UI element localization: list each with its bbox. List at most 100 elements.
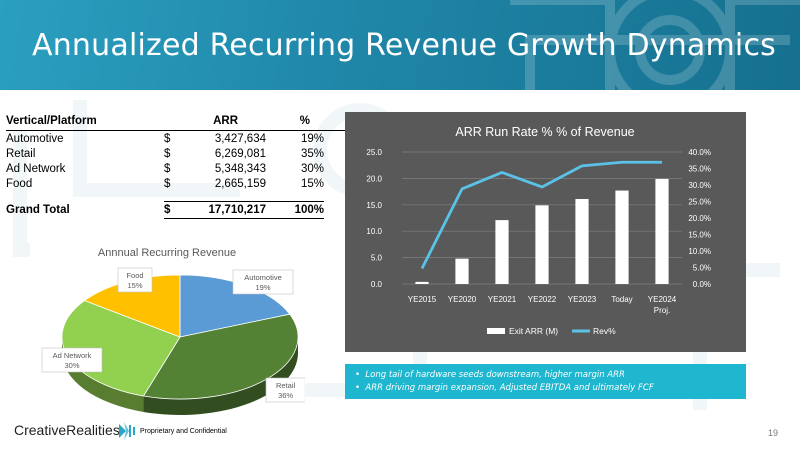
bullet-text: ARR driving margin expansion, Adjusted E… — [365, 383, 654, 393]
x-tick-label: Today — [611, 295, 632, 304]
pie-label-box — [265, 377, 306, 403]
y2-tick-label: 15.0% — [688, 231, 711, 240]
legend-swatch-bar — [487, 328, 505, 334]
row-currency: $ — [164, 133, 171, 145]
table-header-row: Vertical/Platform ARR % — [6, 115, 346, 129]
company-logo-icon — [119, 422, 135, 440]
title-banner: Annualized Recurring Revenue Growth Dyna… — [0, 0, 800, 90]
table-row: Ad Network $ 5,348,343 30% — [6, 163, 346, 177]
total-percent: 100% — [294, 204, 324, 216]
row-percent: 15% — [300, 178, 324, 190]
y2-tick-label: 5.0% — [693, 264, 711, 273]
total-row: Grand Total $ 17,710,217 100% — [6, 204, 346, 218]
bullet-item: • Long tail of hardware seeds downstream… — [355, 370, 625, 380]
total-top-line — [164, 201, 324, 202]
header-vertical: Vertical/Platform — [6, 115, 97, 127]
pie-label-box — [41, 347, 103, 373]
chart-x-axis: YE2015 YE2020 YE2021 YE2022 YE2023 Today YE202… — [408, 295, 677, 315]
table-row: Food $ 2,665,159 15% — [6, 178, 346, 192]
row-percent: 19% — [300, 133, 324, 145]
row-currency: $ — [164, 178, 171, 190]
page-title: Annualized Recurring Revenue Growth Dyna… — [32, 28, 776, 63]
header-underline — [6, 130, 346, 131]
y-tick-label: 10.0 — [366, 227, 382, 236]
y-tick-label: 5.0 — [371, 254, 383, 263]
bullet-item: • ARR driving margin expansion, Adjusted… — [355, 383, 654, 393]
x-tick-label: YE2020 — [448, 295, 477, 304]
y-tick-label: 25.0 — [366, 148, 382, 157]
pie-label-percent: 30% — [64, 361, 79, 370]
pie-label-percent: 19% — [255, 283, 270, 292]
y-tick-label: 20.0 — [366, 174, 382, 183]
y2-tick-label: 40.0% — [688, 148, 711, 157]
y2-tick-label: 20.0% — [688, 214, 711, 223]
arr-run-rate-chart: ARR Run Rate % % of Revenue 0.0 5.0 10.0 15… — [345, 112, 746, 352]
page-number: 19 — [768, 428, 779, 438]
bar-ye2020 — [455, 258, 469, 284]
y2-tick-label: 0.0% — [693, 280, 711, 289]
key-points-box: • Long tail of hardware seeds downstream… — [345, 364, 746, 399]
header-percent: % — [299, 115, 310, 127]
y2-tick-label: 35.0% — [688, 165, 711, 174]
total-arr: 17,710,217 — [208, 204, 266, 216]
legend-label-line: Rev% — [593, 326, 616, 336]
y2-tick-label: 30.0% — [688, 181, 711, 190]
y-tick-label: 0.0 — [371, 280, 383, 289]
bar-today — [615, 190, 629, 284]
total-currency: $ — [164, 204, 171, 216]
bullet-text: Long tail of hardware seeds downstream, … — [365, 370, 625, 380]
y2-tick-label: 25.0% — [688, 198, 711, 207]
x-tick-label: YE2024 — [648, 295, 677, 304]
banner-decoration — [510, 0, 800, 90]
combo-chart-svg: ARR Run Rate % % of Revenue 0.0 5.0 10.0 15… — [366, 125, 711, 336]
bar-ye2024-proj — [655, 178, 669, 284]
pie-slices — [61, 274, 299, 415]
pie-label-percent: 15% — [127, 281, 142, 290]
row-arr: 5,348,343 — [214, 163, 266, 175]
row-currency: $ — [164, 163, 171, 175]
row-arr: 6,269,081 — [214, 148, 266, 160]
chart-y2-axis: 0.0% 5.0% 10.0% 15.0% 20.0% 25.0% 30.0% 35.0% 40… — [688, 148, 711, 289]
row-name: Ad Network — [6, 163, 66, 175]
proprietary-notice: Proprietary and Confidential — [140, 428, 227, 435]
x-tick-label: YE2023 — [568, 295, 597, 304]
row-percent: 30% — [300, 163, 324, 175]
x-tick-label: YE2021 — [488, 295, 517, 304]
x-tick-label: YE2015 — [408, 295, 437, 304]
y-tick-label: 15.0 — [366, 201, 382, 210]
pie-slice-side — [62, 337, 144, 412]
pie-slice-side — [143, 337, 298, 415]
bar-ye2015 — [415, 281, 429, 284]
chart-y-axis: 0.0 5.0 10.0 15.0 20.0 25.0 — [366, 148, 382, 289]
arr-pie-chart: Annnual Recurring Revenue Automotive 19% R… — [30, 240, 306, 420]
pie-label-category: Ad Network — [53, 351, 92, 360]
row-currency: $ — [164, 148, 171, 160]
row-arr: 2,665,159 — [214, 178, 266, 190]
pie-label-category: Retail — [276, 381, 296, 390]
row-name: Retail — [6, 148, 36, 160]
chart-line — [420, 160, 663, 270]
table-row: Retail $ 6,269,081 35% — [6, 148, 346, 162]
chart-bars — [415, 178, 669, 284]
bar-ye2021 — [495, 220, 509, 284]
total-bottom-line — [164, 218, 324, 219]
y2-tick-label: 10.0% — [688, 247, 711, 256]
legend-label-bar: Exit ARR (M) — [509, 326, 558, 336]
row-name: Food — [6, 178, 33, 190]
pie-label-category: Food — [126, 271, 143, 280]
row-arr: 3,427,634 — [214, 133, 266, 145]
bar-ye2022 — [535, 205, 549, 284]
company-logo-text: CreativeRealities — [14, 422, 120, 438]
bar-ye2023 — [575, 198, 589, 284]
row-name: Automotive — [6, 133, 64, 145]
total-name: Grand Total — [6, 204, 70, 216]
chart-legend: Exit ARR (M) Rev% — [487, 326, 616, 336]
x-tick-label: Proj. — [654, 306, 670, 315]
pie-label-category: Automotive — [244, 273, 282, 282]
